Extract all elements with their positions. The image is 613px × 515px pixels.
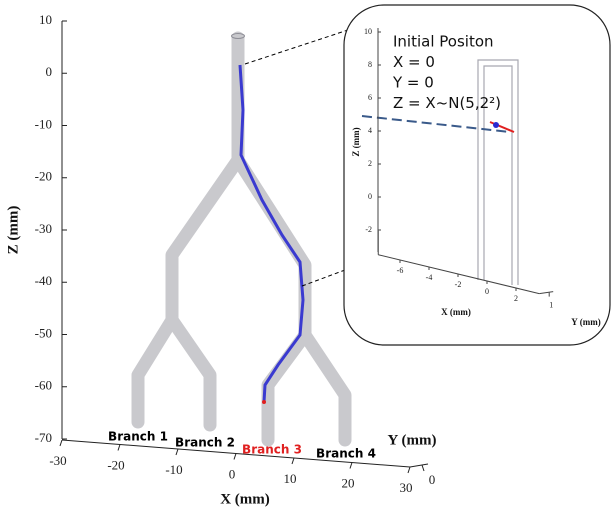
inset-trajectory <box>361 115 511 133</box>
z-tick-label: -40 <box>35 273 52 288</box>
x-tick-label: -10 <box>165 462 182 477</box>
tube <box>298 328 352 447</box>
inset-text: Y = 0 <box>392 74 434 92</box>
branch-label: Branch 1 <box>108 430 168 444</box>
inset-x-tick-label: -2 <box>455 280 462 289</box>
connector <box>244 29 349 65</box>
x-tick-label: -20 <box>107 457 124 472</box>
x-tick <box>117 444 121 451</box>
branch-label: Branch 4 <box>316 447 376 461</box>
tube <box>165 313 217 432</box>
inset-y-tick-label: 1 <box>549 300 553 309</box>
z-tick-label: 0 <box>46 64 53 79</box>
inset-text: Initial Positon <box>393 33 494 51</box>
z-tick-label: 10 <box>39 12 52 27</box>
inset-x-tick-label: 2 <box>514 294 518 303</box>
x-tick <box>175 448 179 456</box>
z-tick-label: -70 <box>35 430 52 445</box>
y-axis-label: Y (mm) <box>387 432 436 448</box>
tube-end <box>231 33 245 39</box>
z-tick-label: -10 <box>35 116 52 131</box>
inset-z-tick-label: -2 <box>365 225 372 234</box>
inset-z-label: Z (mm) <box>351 127 361 156</box>
connector <box>301 269 346 287</box>
vessel-outline <box>231 33 245 39</box>
inset-z-tick-label: 6 <box>368 93 372 102</box>
tube-outline <box>483 65 513 285</box>
y-tick <box>421 464 425 472</box>
tube <box>131 31 245 429</box>
tube-outline <box>477 59 519 285</box>
z-tick-label: -50 <box>35 325 52 340</box>
x-tick-label: 20 <box>342 475 355 490</box>
x-tick <box>349 462 353 469</box>
inset-z-tick-label: 2 <box>368 159 372 168</box>
inset-z-tick-label: 4 <box>368 126 372 135</box>
z-tick-label: -30 <box>35 221 52 236</box>
inset-z-tick-label: 8 <box>368 60 372 69</box>
x-tick <box>291 457 295 465</box>
inset-x-tick-label: 0 <box>485 287 489 296</box>
x-tick-label: 0 <box>229 466 236 481</box>
y-tick-label: 0 <box>429 472 436 487</box>
trajectory-end <box>262 400 266 404</box>
inset-x-axis <box>378 254 540 295</box>
inset-y-axis <box>539 291 554 295</box>
inset-y-label: Y (mm) <box>571 317 600 327</box>
x-tick <box>233 453 237 460</box>
x-tick-label: 10 <box>284 471 297 486</box>
inset-frame <box>343 4 611 346</box>
branch-label: Branch 3 <box>242 443 302 457</box>
x-axis-label: X (mm) <box>220 491 270 507</box>
y-axis <box>409 463 429 468</box>
vessel-tree <box>131 31 352 447</box>
branch-label: Branch 2 <box>175 436 235 450</box>
z-tick-label: -20 <box>35 169 52 184</box>
z-axis-label: Z (mm) <box>5 206 21 255</box>
x-tick <box>407 466 411 474</box>
x-tick-label: 30 <box>400 480 413 495</box>
inset-text: Z = X~N(5,2²) <box>393 94 501 112</box>
inset-x-label: X (mm) <box>441 307 471 317</box>
trajectory <box>238 64 305 403</box>
z-tick-label: -60 <box>35 378 52 393</box>
inset-tube <box>477 59 519 285</box>
tube <box>231 153 312 447</box>
inset-x-tick-label: -4 <box>426 273 433 282</box>
inset-z-tick-label: 10 <box>364 27 372 36</box>
x-tick-label: -30 <box>49 453 66 468</box>
inset-point <box>493 122 499 128</box>
inset-text: X = 0 <box>393 53 435 71</box>
inset-x-tick-label: -6 <box>397 266 404 275</box>
x-tick <box>59 439 63 447</box>
inset-z-tick-label: 0 <box>368 192 372 201</box>
